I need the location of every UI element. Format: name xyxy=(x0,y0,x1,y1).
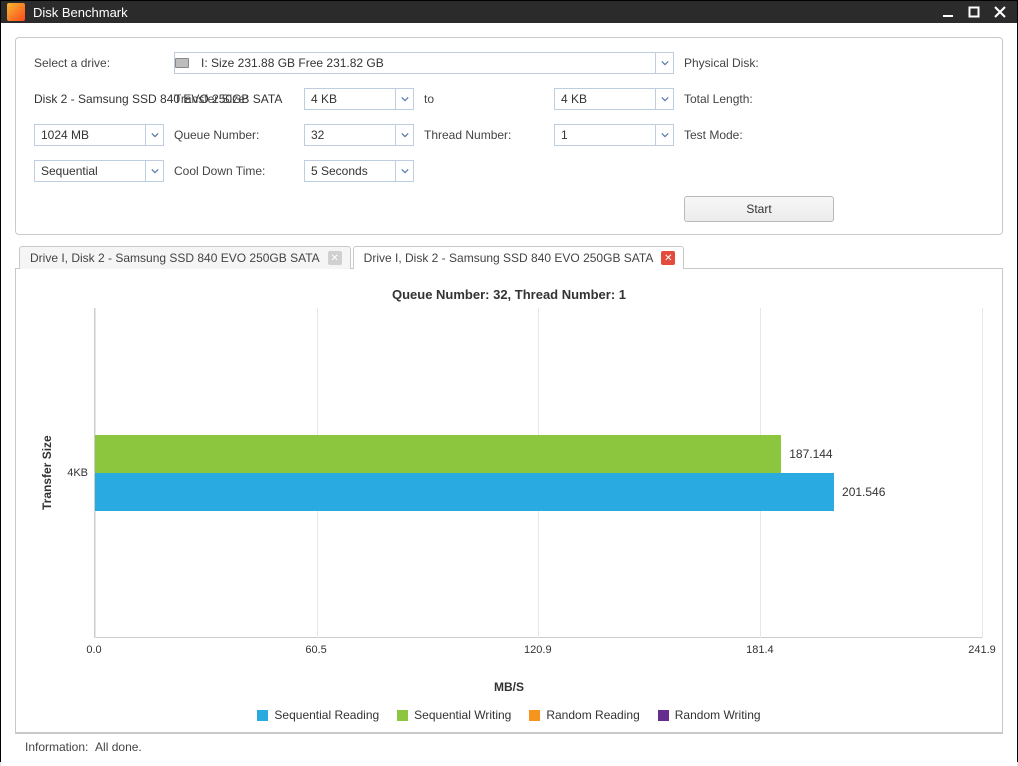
transfer-to-select[interactable]: 4 KB xyxy=(554,88,674,110)
app-icon xyxy=(7,3,25,21)
status-text: All done. xyxy=(95,740,142,754)
titlebar[interactable]: Disk Benchmark xyxy=(1,1,1017,23)
total-length-select[interactable]: 1024 MB xyxy=(34,124,164,146)
label-cool-down: Cool Down Time: xyxy=(174,164,294,178)
legend-swatch xyxy=(529,710,540,721)
chevron-down-icon xyxy=(395,125,413,145)
drive-select-value: I: Size 231.88 GB Free 231.82 GB xyxy=(195,56,655,70)
queue-select[interactable]: 32 xyxy=(304,124,414,146)
config-panel: Select a drive: I: Size 231.88 GB Free 2… xyxy=(15,37,1003,235)
legend-swatch xyxy=(658,710,669,721)
chart-xtick: 120.9 xyxy=(524,644,552,656)
tab-close-icon[interactable]: ✕ xyxy=(661,251,675,265)
label-transfer-size: Transfer Size: xyxy=(174,92,294,106)
chevron-down-icon xyxy=(395,89,413,109)
label-test-mode: Test Mode: xyxy=(684,128,834,142)
legend-label: Random Writing xyxy=(675,708,761,722)
cool-down-select[interactable]: 5 Seconds xyxy=(304,160,414,182)
tab-close-icon[interactable]: ✕ xyxy=(328,251,342,265)
label-total-length: Total Length: xyxy=(684,92,834,106)
legend-swatch xyxy=(257,710,268,721)
status-bar: Information: All done. xyxy=(15,733,1003,760)
chevron-down-icon xyxy=(655,89,673,109)
chart-xtick: 241.9 xyxy=(968,644,996,656)
legend-item: Random Reading xyxy=(529,708,639,722)
legend-swatch xyxy=(397,710,408,721)
test-mode-select[interactable]: Sequential xyxy=(34,160,164,182)
chart-bar xyxy=(95,435,781,473)
legend-label: Sequential Writing xyxy=(414,708,511,722)
legend-label: Random Reading xyxy=(546,708,639,722)
chevron-down-icon xyxy=(655,53,673,73)
chevron-down-icon xyxy=(395,161,413,181)
label-select-drive: Select a drive: xyxy=(34,56,164,70)
label-queue-number: Queue Number: xyxy=(174,128,294,142)
tab-label: Drive I, Disk 2 - Samsung SSD 840 EVO 25… xyxy=(30,251,320,265)
app-window: Disk Benchmark Select a drive: I: Size 2… xyxy=(0,0,1018,762)
chart-legend: Sequential Reading Sequential Writing Rand… xyxy=(36,708,982,722)
tab-label: Drive I, Disk 2 - Samsung SSD 840 EVO 25… xyxy=(364,251,654,265)
window-title: Disk Benchmark xyxy=(33,5,128,20)
legend-item: Sequential Reading xyxy=(257,708,379,722)
chart-bar xyxy=(95,473,834,511)
chart-xtick: 60.5 xyxy=(305,644,326,656)
tab-result-1[interactable]: Drive I, Disk 2 - Samsung SSD 840 EVO 25… xyxy=(19,246,351,269)
chart-bar-label: 201.546 xyxy=(842,485,885,499)
label-physical-disk: Physical Disk: xyxy=(684,56,834,70)
transfer-from-select[interactable]: 4 KB xyxy=(304,88,414,110)
chevron-down-icon xyxy=(145,125,163,145)
drive-icon xyxy=(175,58,189,68)
physical-disk-value: Disk 2 - Samsung SSD 840 EVO 250GB SATA xyxy=(34,92,164,106)
chart-plot-area: 187.144 201.546 xyxy=(94,308,982,638)
thread-select[interactable]: 1 xyxy=(554,124,674,146)
status-label: Information: xyxy=(25,740,88,754)
tabs: Drive I, Disk 2 - Samsung SSD 840 EVO 25… xyxy=(15,245,1003,269)
drive-select[interactable]: I: Size 231.88 GB Free 231.82 GB xyxy=(174,52,674,74)
close-button[interactable] xyxy=(989,1,1011,23)
label-to: to xyxy=(424,92,544,106)
start-button[interactable]: Start xyxy=(684,196,834,222)
chart-xtick: 181.4 xyxy=(746,644,774,656)
label-thread-number: Thread Number: xyxy=(424,128,544,142)
chart-panel: Queue Number: 32, Thread Number: 1 Trans… xyxy=(15,269,1003,733)
chart-xaxis: 0.060.5120.9181.4241.9 xyxy=(94,644,982,660)
chart-ylabel: Transfer Size xyxy=(36,308,54,638)
chart-bar-label: 187.144 xyxy=(789,447,832,461)
legend-item: Sequential Writing xyxy=(397,708,511,722)
legend-label: Sequential Reading xyxy=(274,708,379,722)
client-area: Select a drive: I: Size 231.88 GB Free 2… xyxy=(1,23,1017,766)
maximize-button[interactable] xyxy=(963,1,985,23)
chevron-down-icon xyxy=(145,161,163,181)
tab-result-2[interactable]: Drive I, Disk 2 - Samsung SSD 840 EVO 25… xyxy=(353,246,685,269)
chart-ytick: 4KB xyxy=(54,308,94,638)
chart-xlabel: MB/S xyxy=(36,680,982,694)
chevron-down-icon xyxy=(655,125,673,145)
chart-title: Queue Number: 32, Thread Number: 1 xyxy=(36,287,982,302)
minimize-button[interactable] xyxy=(937,1,959,23)
chart-xtick: 0.0 xyxy=(86,644,101,656)
legend-item: Random Writing xyxy=(658,708,761,722)
